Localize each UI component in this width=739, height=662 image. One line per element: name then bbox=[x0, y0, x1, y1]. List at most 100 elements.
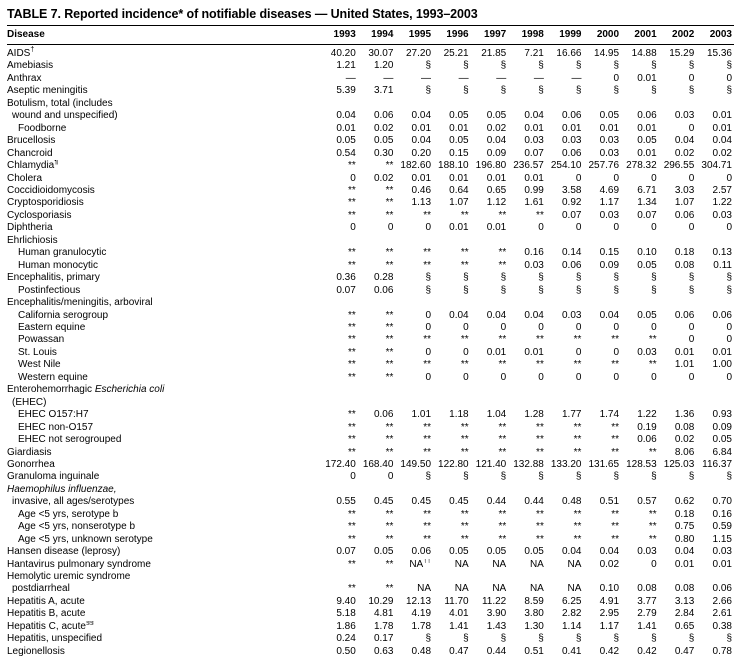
value-cell: ** bbox=[423, 434, 432, 446]
value-cell: § bbox=[463, 272, 469, 284]
value-cell bbox=[471, 384, 509, 396]
table-row: Enterohemorrhagic Escherichia coli bbox=[7, 384, 734, 396]
value-cell bbox=[696, 384, 734, 396]
value-cell: § bbox=[538, 272, 544, 284]
value-cell: 0.03 bbox=[561, 135, 582, 147]
value-cell: 0.19 bbox=[637, 421, 657, 433]
value-cell: § bbox=[651, 471, 657, 483]
value-cell: 0.45 bbox=[411, 496, 432, 508]
value-cell bbox=[659, 571, 697, 583]
value-cell: ** bbox=[573, 508, 582, 520]
value-cell: 0 bbox=[350, 172, 356, 184]
value-cell bbox=[508, 235, 546, 247]
value-cell bbox=[546, 484, 584, 496]
value-cell: § bbox=[500, 633, 507, 645]
value-cell: ** bbox=[423, 521, 432, 533]
value-cell: 1.15 bbox=[712, 533, 732, 545]
value-cell: 1.43 bbox=[486, 620, 507, 632]
value-cell: ** bbox=[348, 346, 356, 358]
value-cell: 1.41 bbox=[637, 620, 657, 632]
value-cell: 1.13 bbox=[411, 197, 432, 209]
table-row: invasive, all ages/serotypes 0.55 0.45 0.45… bbox=[7, 496, 734, 508]
value-cell: 1.01 bbox=[411, 409, 432, 421]
value-cell: NA bbox=[567, 583, 582, 595]
disease-cell: Chlamydia¶ bbox=[7, 160, 59, 172]
value-cell bbox=[546, 384, 584, 396]
value-cell: 0 bbox=[688, 334, 695, 346]
value-cell: 0.04 bbox=[561, 546, 582, 558]
value-cell: 0 bbox=[613, 72, 620, 84]
value-cell: 0.04 bbox=[336, 110, 356, 122]
value-cell: 0.04 bbox=[599, 309, 620, 321]
value-cell: 0.08 bbox=[674, 421, 695, 433]
value-cell: ** bbox=[498, 434, 507, 446]
value-cell: 1.14 bbox=[561, 620, 582, 632]
value-cell: 0.06 bbox=[712, 309, 732, 321]
value-cell: 3.71 bbox=[373, 85, 394, 97]
value-cell: 4.81 bbox=[373, 608, 394, 620]
value-cell: 0 bbox=[651, 321, 657, 333]
value-cell bbox=[659, 384, 697, 396]
value-cell: 0.05 bbox=[486, 546, 507, 558]
value-cell: 0.02 bbox=[373, 172, 394, 184]
value-cell: ** bbox=[385, 533, 394, 545]
value-cell: 0.03 bbox=[637, 346, 657, 358]
value-cell: ** bbox=[498, 334, 507, 346]
value-cell: ** bbox=[385, 247, 394, 259]
value-cell: 3.77 bbox=[637, 595, 657, 607]
value-cell: 0.05 bbox=[524, 546, 544, 558]
value-cell bbox=[471, 235, 509, 247]
disease-cell: Aseptic meningitis bbox=[7, 85, 88, 97]
value-cell bbox=[395, 98, 433, 110]
disease-cell: Brucellosis bbox=[7, 135, 56, 147]
value-cell: 0.65 bbox=[486, 184, 507, 196]
value-cell: § bbox=[613, 85, 620, 97]
table-body: AIDS† 40.20 30.07 27.20 25.21 21.85 7.21 16.66 1… bbox=[7, 45, 734, 659]
value-cell: 0.01 bbox=[524, 346, 544, 358]
value-cell: 1.17 bbox=[599, 620, 620, 632]
value-cell bbox=[320, 297, 358, 309]
value-cell bbox=[583, 98, 621, 110]
table-row: St. Louis ** ** 0 0 0.01 0.01 0 0 0.03 0.01 0.01 bbox=[7, 347, 734, 359]
value-cell: ** bbox=[536, 421, 544, 433]
column-header-1999: 1999 bbox=[545, 25, 584, 45]
value-cell: 0.24 bbox=[336, 633, 356, 645]
disease-cell: Cryptosporidiosis bbox=[7, 197, 84, 209]
value-cell: ** bbox=[385, 434, 394, 446]
value-cell: 0.06 bbox=[373, 284, 394, 296]
value-cell bbox=[358, 484, 396, 496]
value-cell: ** bbox=[573, 434, 582, 446]
disease-cell: Cyclosporiasis bbox=[7, 209, 72, 221]
value-cell: 133.20 bbox=[550, 458, 582, 470]
value-cell: 0.03 bbox=[637, 546, 657, 558]
value-cell: ** bbox=[498, 247, 507, 259]
value-cell: ** bbox=[348, 446, 356, 458]
value-cell: ** bbox=[385, 521, 394, 533]
table-row: (EHEC) bbox=[7, 397, 734, 409]
value-cell: 0.20 bbox=[411, 147, 432, 159]
table-row: EHEC O157:H7 ** 0.06 1.01 1.18 1.04 1.28 1.77 1.… bbox=[7, 409, 734, 421]
value-cell: ** bbox=[348, 583, 356, 595]
value-cell: 0 bbox=[425, 309, 432, 321]
value-cell bbox=[320, 384, 358, 396]
value-cell: ** bbox=[385, 334, 394, 346]
value-cell: 0 bbox=[688, 122, 695, 134]
value-cell: ** bbox=[385, 583, 394, 595]
value-cell: 21.85 bbox=[481, 48, 507, 59]
value-cell: 0 bbox=[538, 222, 544, 234]
disease-cell: Hansen disease (leprosy) bbox=[7, 546, 121, 558]
value-cell: 0 bbox=[613, 321, 620, 333]
value-cell: — bbox=[458, 72, 469, 84]
value-cell: ** bbox=[385, 508, 394, 520]
value-cell: ** bbox=[611, 446, 620, 458]
value-cell: ** bbox=[498, 359, 507, 371]
table-row: Giardiasis ** ** ** ** ** ** ** ** ** 8.06 6.84 bbox=[7, 447, 734, 459]
value-cell: ** bbox=[348, 371, 356, 383]
value-cell: 2.66 bbox=[712, 595, 732, 607]
value-cell: 9.40 bbox=[336, 595, 356, 607]
value-cell: 0.06 bbox=[712, 583, 732, 595]
value-cell: 0.28 bbox=[373, 272, 394, 284]
value-cell: ** bbox=[348, 259, 356, 271]
disease-cell: Age <5 yrs, serotype b bbox=[18, 508, 119, 520]
